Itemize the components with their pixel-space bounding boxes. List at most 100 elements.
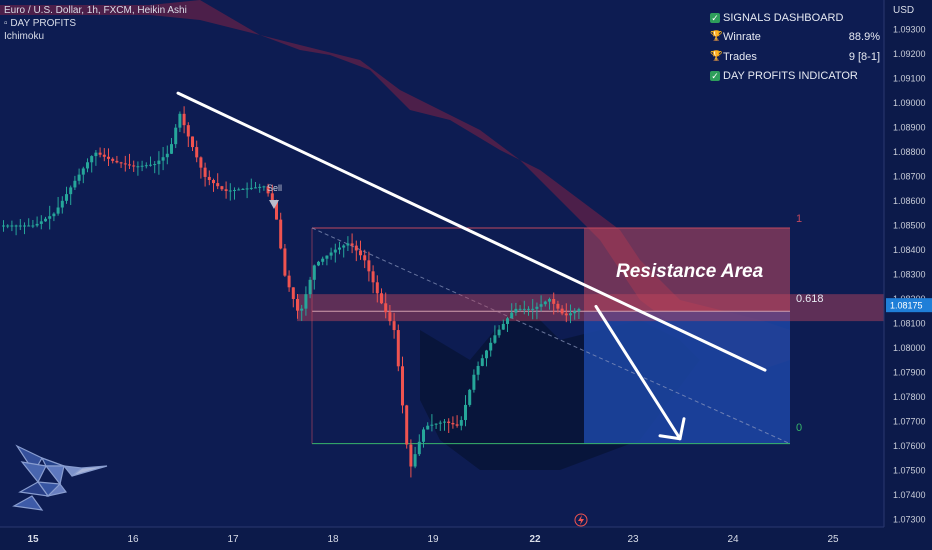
indicator-icon: ▫ xyxy=(4,18,8,29)
candle-body xyxy=(153,164,157,166)
candle-body xyxy=(497,329,501,336)
candle-body xyxy=(493,335,497,343)
candle xyxy=(367,251,371,282)
candle-body xyxy=(18,225,22,227)
candle-body xyxy=(535,306,539,309)
candle xyxy=(426,422,430,430)
candle xyxy=(128,153,131,170)
candle-body xyxy=(464,404,467,421)
candle xyxy=(354,240,358,262)
y-tick-label: 1.09100 xyxy=(893,73,926,83)
candle xyxy=(73,175,77,191)
candle-body xyxy=(468,389,472,405)
y-tick-label: 1.09300 xyxy=(893,24,926,34)
candle-body xyxy=(422,429,425,442)
candle-body xyxy=(325,255,329,259)
candle-body xyxy=(392,321,396,331)
y-tick-label: 1.08500 xyxy=(893,221,926,231)
candle xyxy=(44,216,47,222)
symbol-title[interactable]: Euro / U.S. Dollar, 1h, FXCM, Heikin Ash… xyxy=(4,5,187,16)
fib-diagonal xyxy=(311,227,791,445)
candle-body xyxy=(241,188,245,190)
candle xyxy=(178,111,182,132)
candle xyxy=(149,156,152,167)
candle xyxy=(422,427,425,448)
candle xyxy=(69,185,73,206)
candle xyxy=(317,260,320,267)
candle xyxy=(65,186,68,204)
indicator-day-profits[interactable]: DAY PROFITS xyxy=(10,18,77,29)
candle-body xyxy=(531,308,535,310)
trophy-icon: 🏆 xyxy=(710,50,723,62)
currency-label: USD xyxy=(893,5,914,16)
candle xyxy=(39,215,43,230)
candle-body xyxy=(39,221,43,224)
candle xyxy=(535,302,539,320)
current-price-label: 1.08175 xyxy=(890,301,923,311)
candle xyxy=(86,158,89,173)
y-tick-label: 1.07800 xyxy=(893,392,926,402)
candle xyxy=(501,319,505,330)
candle xyxy=(304,286,308,316)
candle xyxy=(56,196,60,216)
candle-body xyxy=(6,225,10,227)
candle xyxy=(569,304,572,324)
candle-body xyxy=(102,154,106,157)
candle-body xyxy=(10,225,14,227)
candle xyxy=(476,361,480,381)
y-tick-label: 1.07700 xyxy=(893,417,926,427)
candle xyxy=(325,255,329,266)
candle xyxy=(224,181,228,199)
candle xyxy=(31,220,35,229)
candle xyxy=(308,276,312,299)
candle xyxy=(153,161,157,174)
candle xyxy=(539,295,543,312)
candle xyxy=(48,205,52,230)
hummingbird-logo xyxy=(12,444,108,511)
candle xyxy=(212,178,215,192)
candle-body xyxy=(291,287,295,299)
trendline xyxy=(176,91,767,372)
indicator-ichimoku[interactable]: Ichimoku xyxy=(4,31,45,42)
candle xyxy=(60,196,64,214)
candle xyxy=(556,300,560,313)
candle xyxy=(564,303,568,323)
candle-body xyxy=(237,189,241,191)
candle-body xyxy=(321,258,325,262)
candle xyxy=(18,219,22,231)
x-tick-label: 19 xyxy=(427,534,439,545)
dashboard-title: SIGNALS DASHBOARD xyxy=(723,11,844,24)
y-tick-label: 1.07500 xyxy=(893,466,926,476)
candle-body xyxy=(77,174,81,181)
candle-body xyxy=(476,365,480,375)
fib-label-0: 0 xyxy=(796,422,802,434)
candle-body xyxy=(161,157,165,161)
checkmark-icon: ✓ xyxy=(710,12,720,23)
candle xyxy=(241,188,245,190)
y-tick-label: 1.08100 xyxy=(893,319,926,329)
candle xyxy=(434,423,438,429)
sell-marker-icon xyxy=(269,200,279,209)
candle xyxy=(157,151,161,175)
candle-body xyxy=(44,218,47,222)
candle-body xyxy=(228,190,232,192)
candle xyxy=(161,146,165,171)
candle xyxy=(6,224,10,229)
candle-body xyxy=(275,201,278,220)
candle xyxy=(430,414,434,432)
y-tick-label: 1.09000 xyxy=(893,98,926,108)
lightning-bolt xyxy=(578,515,584,525)
candle-body xyxy=(363,255,367,261)
candle xyxy=(363,249,367,269)
candle xyxy=(480,354,484,367)
candle-body xyxy=(52,213,56,217)
candle-body xyxy=(417,441,421,455)
candle-body xyxy=(258,186,262,188)
x-tick-label: 23 xyxy=(627,534,639,545)
candle xyxy=(527,306,530,316)
x-tick-label: 22 xyxy=(529,534,541,545)
signals-dashboard: ✓ SIGNALS DASHBOARD 🏆 Winrate 88.9% 🏆 Trades… xyxy=(710,8,880,86)
candle-body xyxy=(367,260,371,272)
candle-body xyxy=(501,323,505,330)
